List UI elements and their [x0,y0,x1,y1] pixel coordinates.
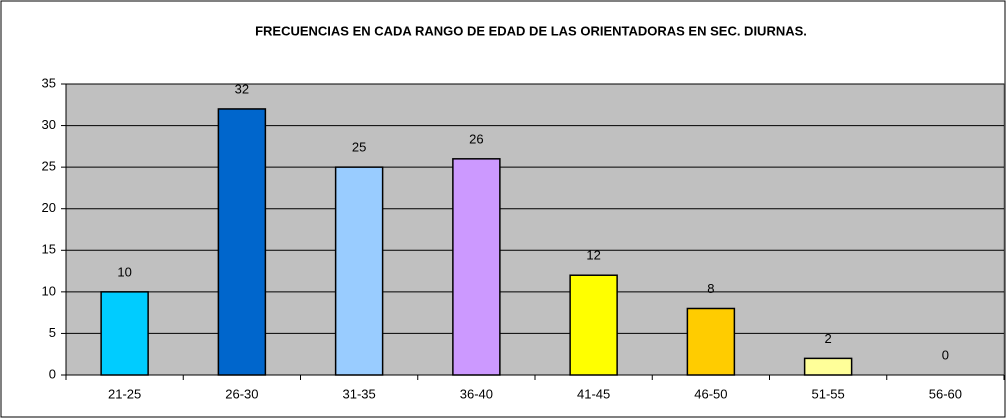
data-label: 8 [707,281,714,296]
bar [100,291,149,376]
y-tick-label: 25 [42,159,56,174]
data-label: 32 [235,81,249,96]
y-tick-label: 15 [42,242,56,257]
y-tick-label: 30 [42,117,56,132]
bar [569,274,618,376]
y-tick-label: 20 [42,200,56,215]
y-tick-label: 10 [42,283,56,298]
y-tick-label: 0 [49,366,56,381]
data-label: 12 [586,248,600,263]
x-tick-label: 56-60 [929,386,962,401]
bar [334,166,384,376]
plot-area [65,83,1005,376]
x-tick-label: 51-55 [812,386,845,401]
bar [803,357,853,376]
data-label: 0 [942,347,949,362]
bar [452,158,501,376]
data-label: 10 [117,264,131,279]
x-tick-label: 46-50 [694,386,727,401]
y-tick-label: 35 [42,75,56,90]
bar [217,108,267,376]
x-tick-label: 31-35 [343,386,376,401]
data-label: 25 [352,140,366,155]
x-tick-label: 36-40 [460,386,493,401]
chart-title: FRECUENCIAS EN CADA RANGO DE EDAD DE LAS… [255,23,807,38]
x-tick-label: 21-25 [108,386,141,401]
bar [686,307,736,376]
data-label: 2 [825,331,832,346]
x-tick-label: 26-30 [225,386,258,401]
x-tick-label: 41-45 [577,386,610,401]
y-tick-label: 5 [49,325,56,340]
data-label: 26 [469,131,483,146]
